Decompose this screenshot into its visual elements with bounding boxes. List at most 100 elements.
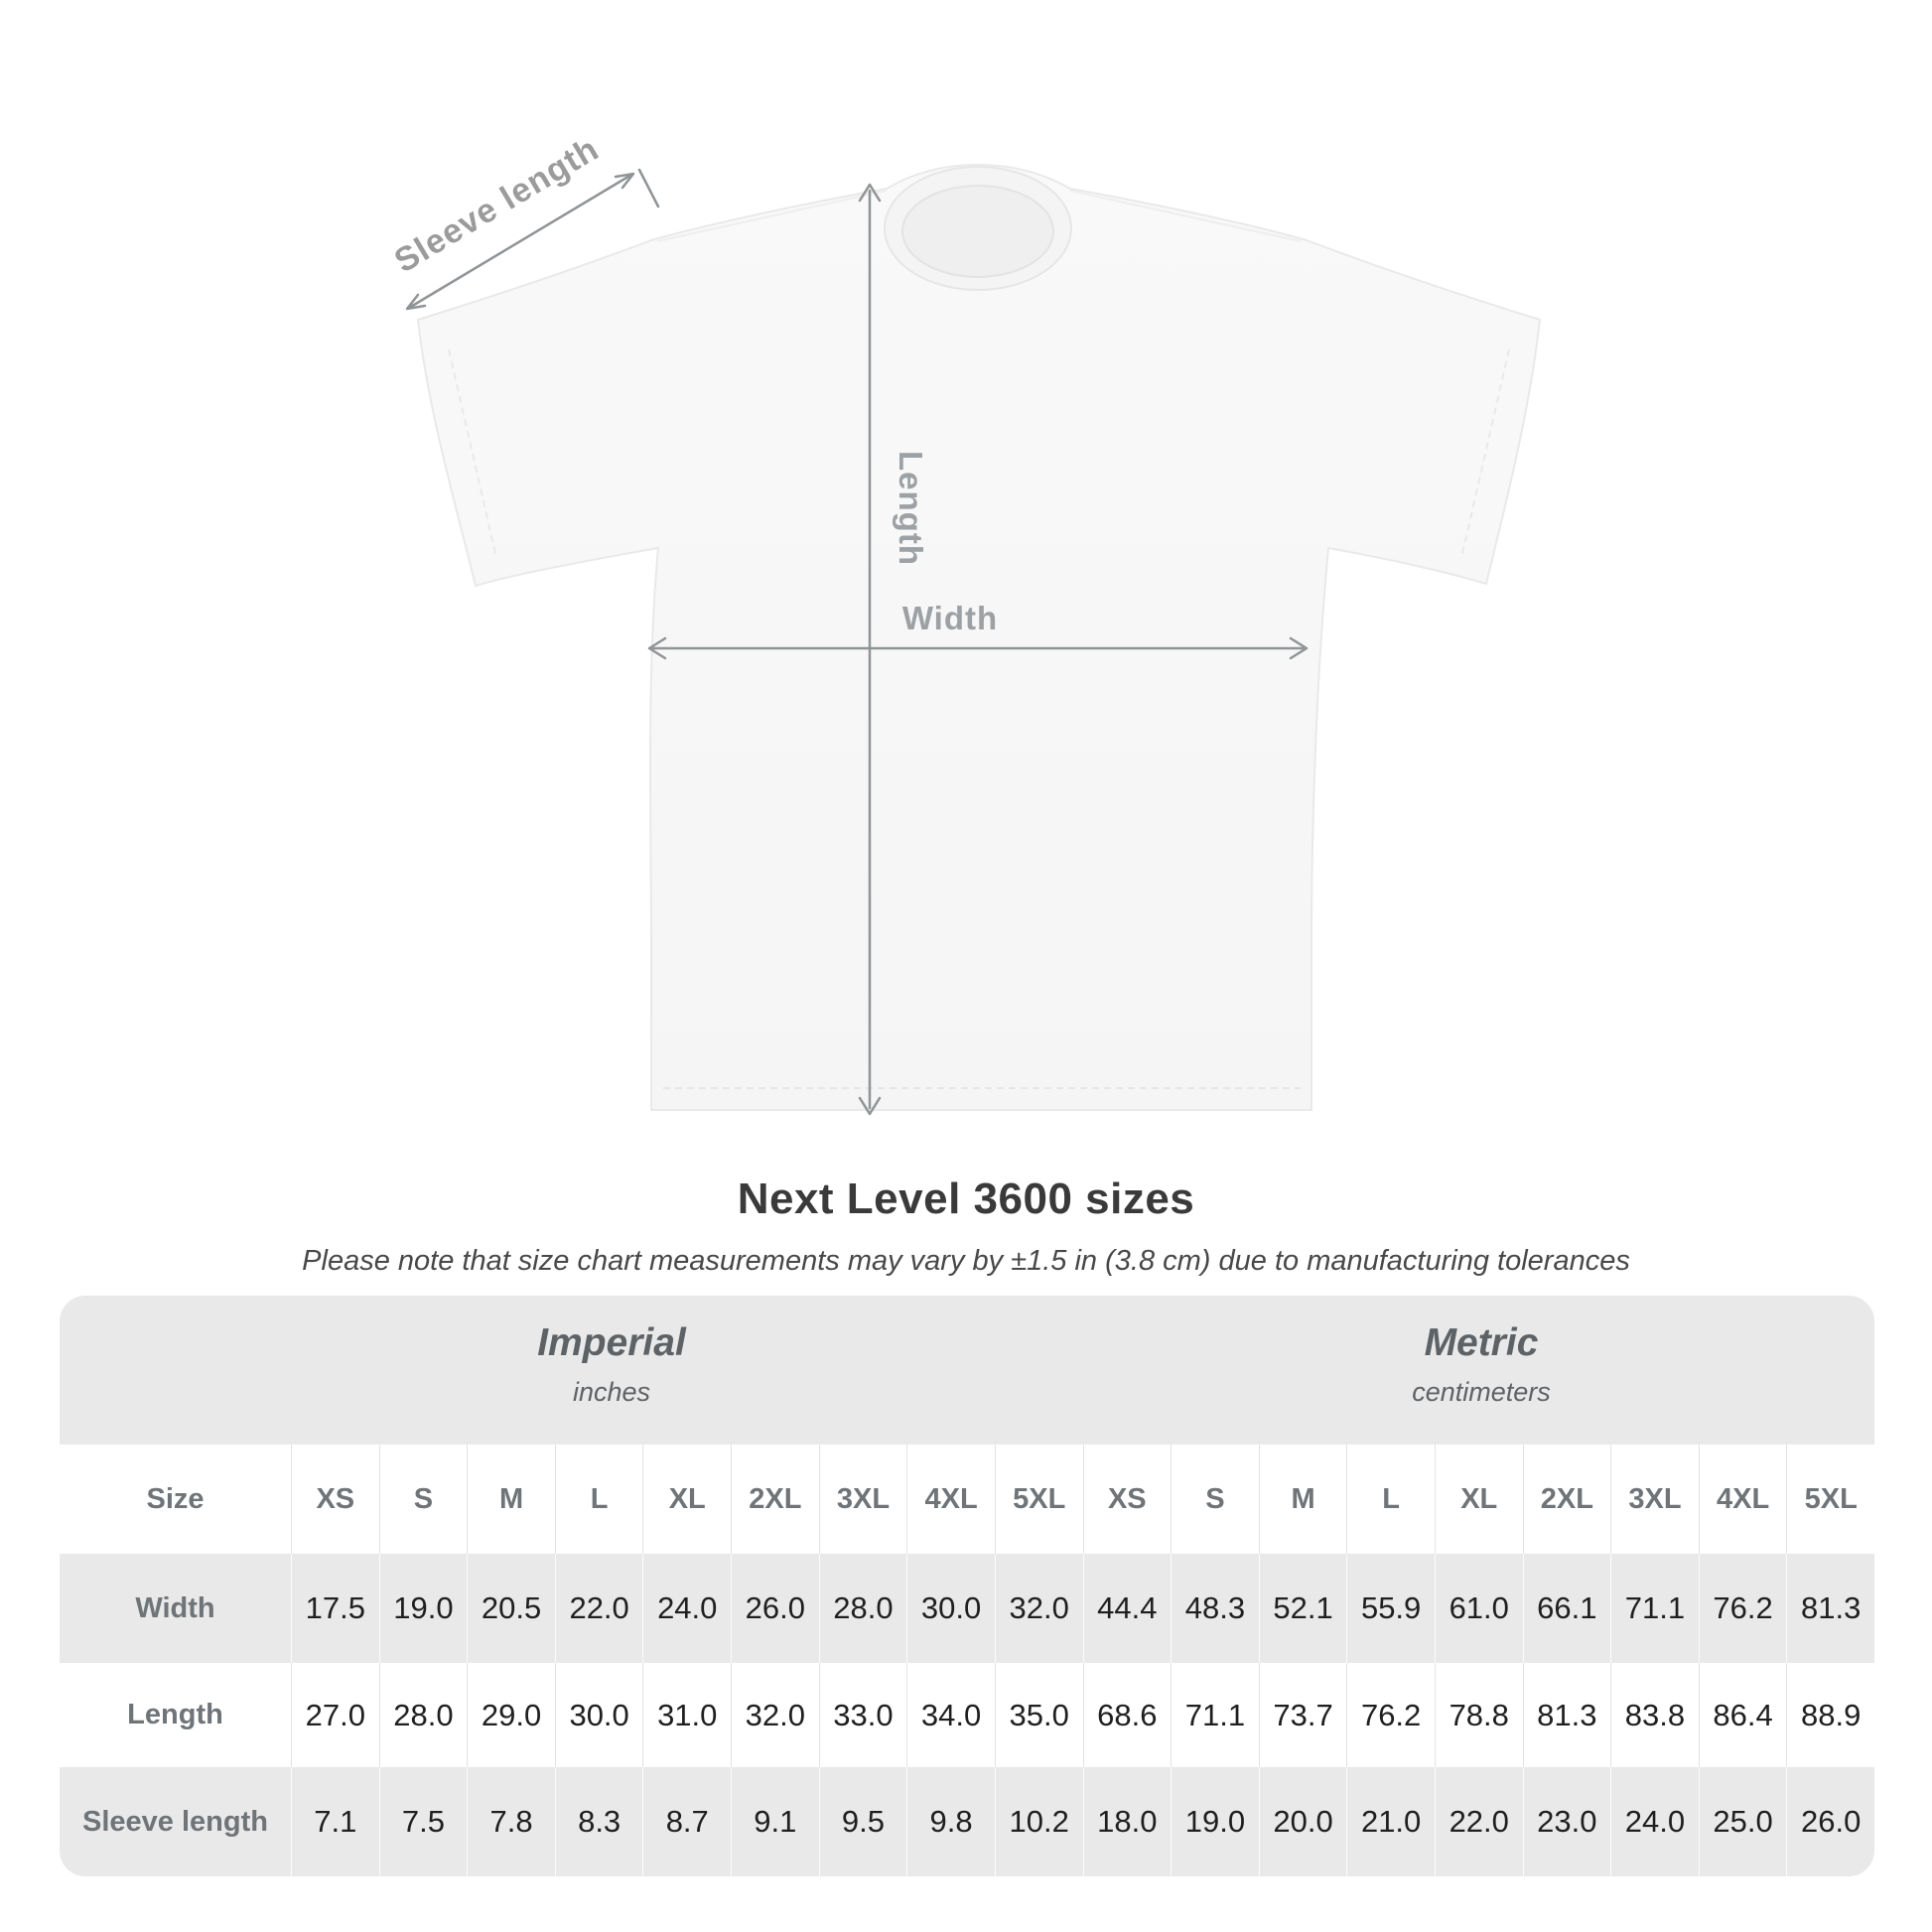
- sleeve-value-cell: 20.0: [1258, 1767, 1347, 1876]
- width-arrow: [647, 636, 1309, 660]
- size-column-header: 5XL: [1786, 1445, 1874, 1554]
- metric-group-header: Metric centimeters: [1412, 1321, 1551, 1408]
- width-value-cell: 44.4: [1082, 1554, 1172, 1663]
- width-value-cell: 22.0: [554, 1554, 643, 1663]
- width-value-cell: 32.0: [994, 1554, 1083, 1663]
- imperial-unit-label: inches: [572, 1377, 651, 1407]
- length-value-cell: 33.0: [818, 1663, 907, 1767]
- sleeve-value-cell: 25.0: [1698, 1767, 1787, 1876]
- length-value-cell: 76.2: [1346, 1663, 1435, 1767]
- page-title: Next Level 3600 sizes: [737, 1174, 1195, 1223]
- size-column-header: M: [1258, 1445, 1347, 1554]
- shoulder-seam-left: [656, 190, 888, 242]
- sleeve-value-cell: 10.2: [994, 1767, 1083, 1876]
- length-value-cell: 34.0: [906, 1663, 995, 1767]
- size-column-header: XL: [1434, 1445, 1523, 1554]
- width-value-cell: 48.3: [1171, 1554, 1259, 1663]
- width-value-cell: 24.0: [642, 1554, 731, 1663]
- size-column-header: 3XL: [818, 1445, 907, 1554]
- length-value-cell: 68.6: [1082, 1663, 1172, 1767]
- length-value-cell: 78.8: [1434, 1663, 1523, 1767]
- page-subtitle: Please note that size chart measurements…: [302, 1245, 1630, 1277]
- width-row-label: Width: [135, 1591, 215, 1624]
- sleeve-row-label: Sleeve length: [82, 1805, 268, 1838]
- length-value-cell: 73.7: [1258, 1663, 1347, 1767]
- imperial-label: Imperial: [537, 1321, 686, 1364]
- width-value-cell: 26.0: [731, 1554, 819, 1663]
- table-row-sleeve: Sleeve length 7.1 7.5 7.8 8.3 8.7 9.1 9.5 9.8 10.…: [60, 1767, 1874, 1876]
- size-table-card: Imperial inches Metric centimeters Size X…: [60, 1296, 1874, 1876]
- sleeve-length-label: Sleeve length: [388, 130, 606, 281]
- width-value-cell: 28.0: [818, 1554, 907, 1663]
- width-value-cell: 76.2: [1698, 1554, 1787, 1663]
- sleeve-value-cell: 9.8: [906, 1767, 995, 1876]
- sleeve-value-cell: 7.5: [378, 1767, 468, 1876]
- size-column-header: XS: [1082, 1445, 1172, 1554]
- length-value-cell: 31.0: [642, 1663, 731, 1767]
- table-row-width: Width 17.5 19.0 20.5 22.0 24.0 26.0 28.0 30.0 32.…: [60, 1554, 1874, 1663]
- width-value-cell: 17.5: [291, 1554, 379, 1663]
- length-value-cell: 81.3: [1522, 1663, 1611, 1767]
- length-value-cell: 86.4: [1698, 1663, 1787, 1767]
- width-value-cell: 52.1: [1258, 1554, 1347, 1663]
- sleeve-value-cell: 18.0: [1082, 1767, 1172, 1876]
- size-row-header: Size: [146, 1482, 205, 1515]
- width-value-cell: 71.1: [1610, 1554, 1699, 1663]
- tshirt-diagram: Sleeve length Length Width: [388, 130, 1542, 1116]
- size-column-header: 2XL: [731, 1445, 819, 1554]
- length-value-cell: 35.0: [994, 1663, 1083, 1767]
- width-value-cell: 19.0: [378, 1554, 468, 1663]
- width-value-cell: 81.3: [1786, 1554, 1874, 1663]
- sleeve-value-cell: 8.7: [642, 1767, 731, 1876]
- size-column-header: S: [378, 1445, 468, 1554]
- sleeve-value-cell: 8.3: [554, 1767, 643, 1876]
- size-column-header: M: [467, 1445, 555, 1554]
- length-value-cell: 88.9: [1786, 1663, 1874, 1767]
- size-table: Size XS S M L XL 2XL 3XL 4XL 5XL XS S M L XL 2XL 3XL 4XL 5…: [60, 1445, 1874, 1876]
- size-column-header: L: [554, 1445, 643, 1554]
- sleeve-value-cell: 19.0: [1171, 1767, 1259, 1876]
- length-value-cell: 28.0: [378, 1663, 468, 1767]
- size-column-header: 3XL: [1610, 1445, 1699, 1554]
- size-column-header: 5XL: [994, 1445, 1083, 1554]
- sleeve-value-cell: 9.5: [818, 1767, 907, 1876]
- size-column-header: S: [1171, 1445, 1259, 1554]
- sleeve-value-cell: 7.1: [291, 1767, 379, 1876]
- length-value-cell: 32.0: [731, 1663, 819, 1767]
- shoulder-seam-right: [1069, 190, 1302, 242]
- size-column-header: L: [1346, 1445, 1435, 1554]
- length-value-cell: 27.0: [291, 1663, 379, 1767]
- sleeve-value-cell: 7.8: [467, 1767, 555, 1876]
- tshirt-shape: [416, 163, 1542, 1111]
- sleeve-value-cell: 9.1: [731, 1767, 819, 1876]
- size-column-header: 4XL: [1698, 1445, 1787, 1554]
- length-value-cell: 29.0: [467, 1663, 555, 1767]
- length-row-label: Length: [127, 1699, 223, 1730]
- table-row-length: Length 27.0 28.0 29.0 30.0 31.0 32.0 33.0 34.0 35…: [60, 1663, 1874, 1767]
- width-label: Width: [902, 600, 998, 636]
- size-column-header: 4XL: [906, 1445, 995, 1554]
- width-value-cell: 61.0: [1434, 1554, 1523, 1663]
- sleeve-value-cell: 22.0: [1434, 1767, 1523, 1876]
- width-value-cell: 55.9: [1346, 1554, 1435, 1663]
- sleeve-value-cell: 24.0: [1610, 1767, 1699, 1876]
- table-row-sizes: Size XS S M L XL 2XL 3XL 4XL 5XL XS S M L XL 2XL 3XL 4XL 5…: [60, 1445, 1874, 1554]
- length-value-cell: 71.1: [1171, 1663, 1259, 1767]
- metric-unit-label: centimeters: [1412, 1377, 1551, 1407]
- metric-label: Metric: [1424, 1321, 1539, 1364]
- collar-inner: [901, 185, 1054, 278]
- sleeve-value-cell: 21.0: [1346, 1767, 1435, 1876]
- imperial-group-header: Imperial inches: [537, 1321, 686, 1408]
- sleeve-length-arrow: [405, 168, 660, 311]
- size-column-header: 2XL: [1522, 1445, 1611, 1554]
- width-value-cell: 30.0: [906, 1554, 995, 1663]
- sleeve-value-cell: 23.0: [1522, 1767, 1611, 1876]
- length-value-cell: 83.8: [1610, 1663, 1699, 1767]
- size-column-header: XS: [291, 1445, 379, 1554]
- length-value-cell: 30.0: [554, 1663, 643, 1767]
- width-value-cell: 66.1: [1522, 1554, 1611, 1663]
- size-column-header: XL: [642, 1445, 731, 1554]
- length-label: Length: [893, 451, 929, 566]
- sleeve-value-cell: 26.0: [1786, 1767, 1874, 1876]
